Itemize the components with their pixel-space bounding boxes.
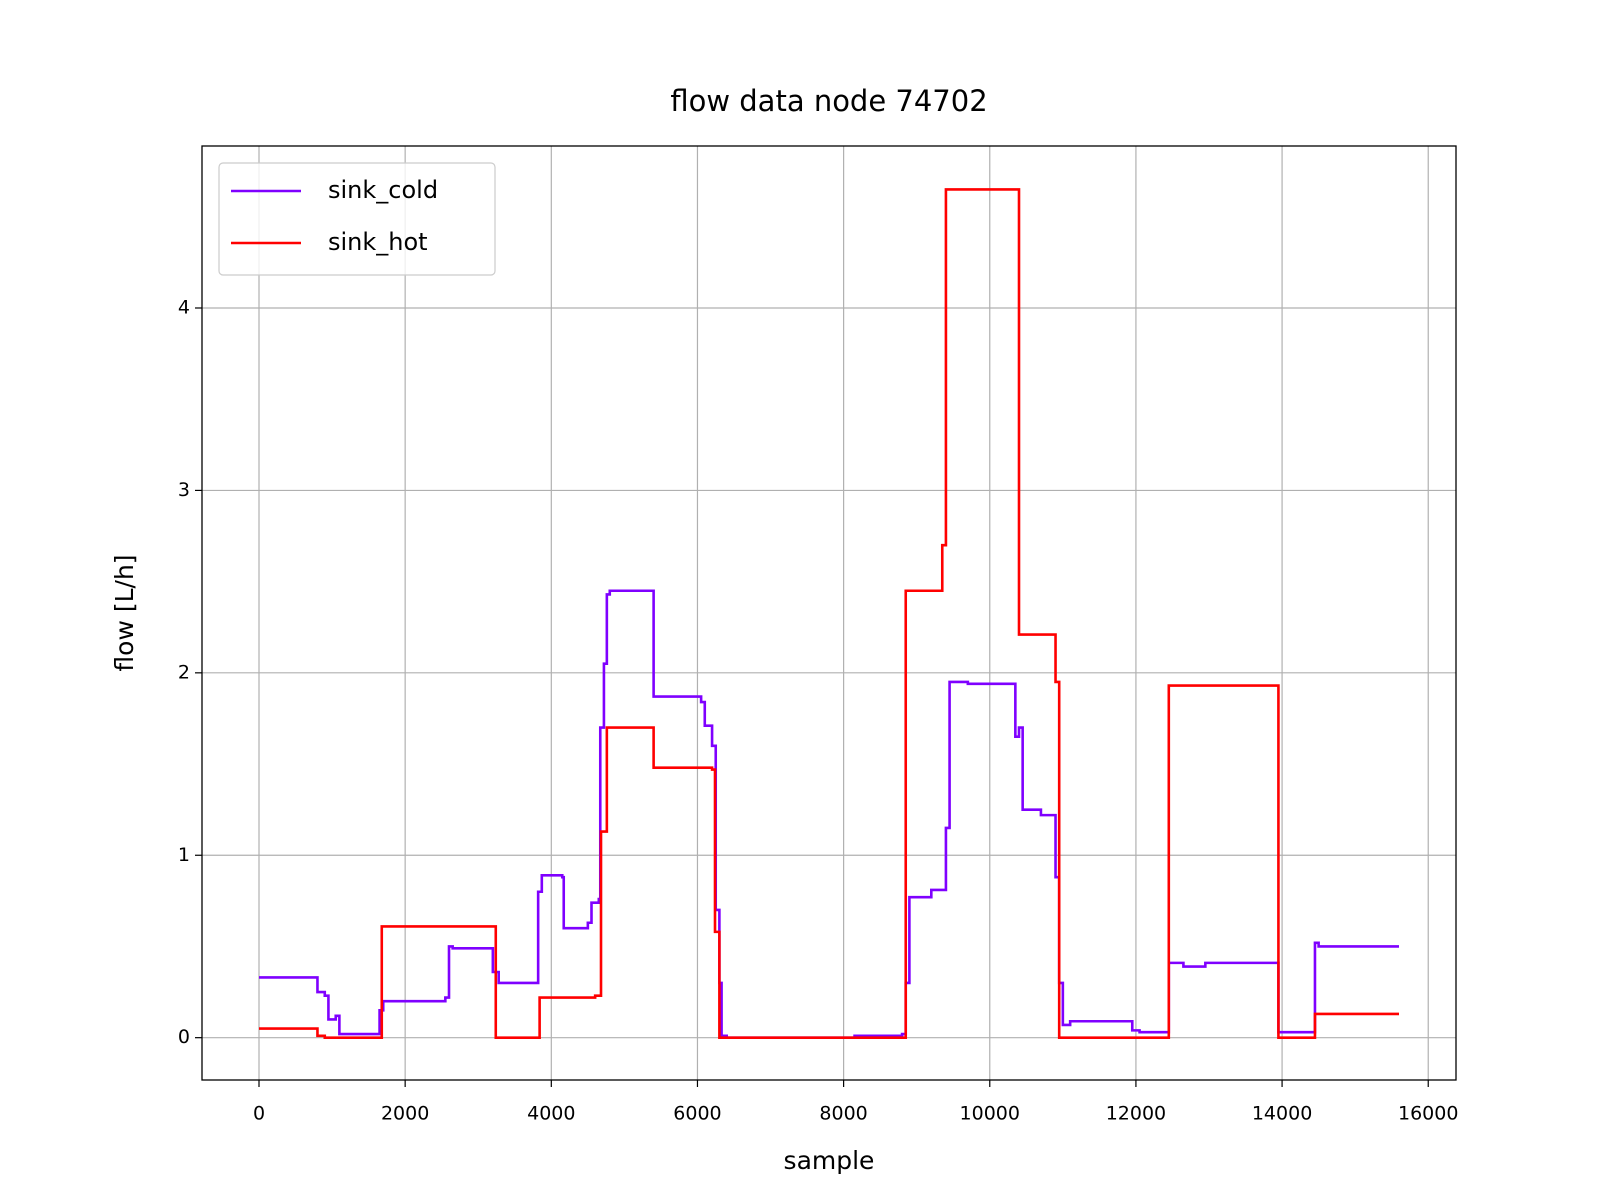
x-tick-label: 8000: [819, 1103, 867, 1125]
plot-frame: [201, 145, 1457, 1081]
y-axis-label: flow [L/h]: [110, 554, 139, 671]
x-tick-label: 2000: [381, 1103, 429, 1125]
series-line: [259, 589, 1399, 1039]
x-tick-label: 4000: [527, 1103, 575, 1125]
y-tick-label: 3: [178, 479, 190, 501]
y-tick-label: 1: [178, 844, 190, 866]
x-tick-label: 0: [253, 1103, 265, 1125]
y-tick-label: 2: [178, 661, 190, 683]
series-line: [259, 188, 1399, 1039]
chart-title: flow data node 74702: [670, 84, 987, 118]
legend-label: sink_cold: [328, 176, 438, 204]
x-tick-label: 14000: [1252, 1103, 1312, 1125]
y-tick-label: 0: [178, 1026, 190, 1048]
legend-label: sink_hot: [328, 228, 428, 256]
x-axis-label: sample: [784, 1146, 875, 1175]
x-tick-label: 10000: [960, 1103, 1020, 1125]
x-tick-label: 16000: [1398, 1103, 1458, 1125]
x-tick-label: 6000: [673, 1103, 721, 1125]
y-tick-label: 4: [178, 296, 190, 318]
x-tick-label: 12000: [1106, 1103, 1166, 1125]
